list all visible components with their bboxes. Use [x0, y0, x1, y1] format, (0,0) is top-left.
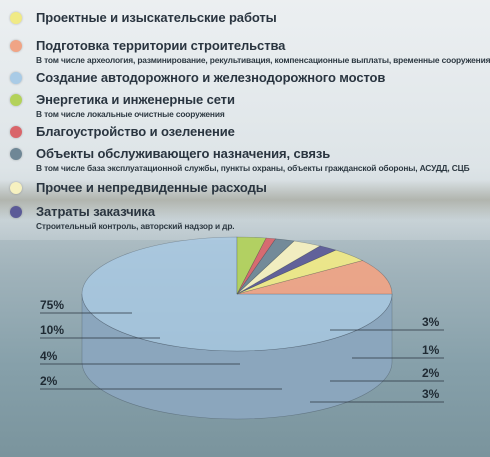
- legend-sublabel: В том числе локальные очистные сооружени…: [36, 109, 225, 119]
- legend-label: Объекты обслуживающего назначения, связь: [36, 146, 331, 161]
- pie-slice: [236, 260, 393, 295]
- data-label: 3%: [422, 387, 440, 401]
- data-label: 4%: [40, 349, 58, 363]
- legend-sublabel: Строительный контроль, авторский надзор …: [36, 221, 235, 231]
- legend-label: Энергетика и инженерные сети: [36, 92, 235, 107]
- legend-swatch: [10, 94, 22, 106]
- data-label: 1%: [422, 343, 440, 357]
- legend-swatch: [10, 126, 22, 138]
- pie-slice: [236, 240, 321, 295]
- legend-swatch: [10, 72, 22, 84]
- data-label: 10%: [40, 323, 64, 337]
- data-label: 75%: [40, 298, 64, 312]
- legend-label: Затраты заказчика: [36, 204, 155, 219]
- legend-sublabel: В том числе база эксплуатационной службы…: [36, 163, 470, 173]
- pie-slice: [236, 237, 277, 295]
- legend-label: Создание автодорожного и железнодорожног…: [36, 70, 386, 85]
- data-label: 2%: [40, 374, 58, 388]
- background-coastline: [0, 180, 490, 220]
- legend-swatch: [10, 12, 22, 24]
- data-label: 2%: [422, 366, 440, 380]
- data-label: 3%: [422, 315, 440, 329]
- legend-label: Подготовка территории строительства: [36, 38, 286, 53]
- legend-label: Благоустройство и озеленение: [36, 124, 235, 139]
- legend-swatch: [10, 182, 22, 194]
- legend-swatch: [10, 40, 22, 52]
- pie-slice: [236, 238, 295, 295]
- legend-swatch: [10, 206, 22, 218]
- pie-slice: [81, 236, 393, 352]
- legend-label: Прочее и непредвиденные расходы: [36, 180, 267, 195]
- pie-slice: [236, 245, 337, 295]
- legend-label: Проектные и изыскательские работы: [36, 10, 277, 25]
- pie-slice: [236, 249, 364, 295]
- pie-slice: [236, 236, 267, 295]
- legend-swatch: [10, 148, 22, 160]
- legend-sublabel: В том числе археология, разминирование, …: [36, 55, 490, 65]
